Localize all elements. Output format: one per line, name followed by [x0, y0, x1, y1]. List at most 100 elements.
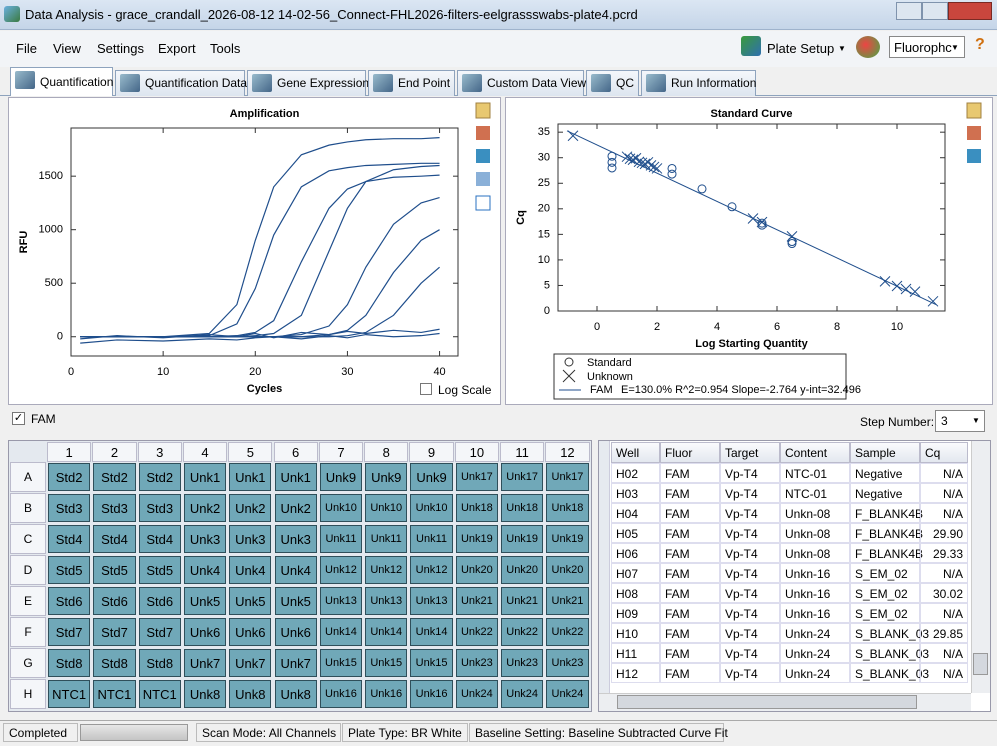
menu-item[interactable]: Export: [158, 41, 196, 56]
well[interactable]: Unk18: [501, 494, 544, 522]
well[interactable]: Unk21: [501, 587, 544, 615]
well[interactable]: Unk20: [455, 556, 498, 584]
well[interactable]: Std7: [48, 618, 91, 646]
well[interactable]: Unk10: [319, 494, 363, 522]
well[interactable]: Std6: [138, 587, 181, 615]
tab[interactable]: Quantification Data: [115, 70, 247, 96]
well[interactable]: Unk1: [183, 463, 227, 491]
well[interactable]: Unk16: [410, 680, 453, 708]
log-scale-checkbox[interactable]: [420, 383, 432, 395]
well[interactable]: Unk6: [229, 618, 272, 646]
well[interactable]: Std5: [138, 556, 181, 584]
well[interactable]: Unk11: [410, 525, 453, 553]
export-icon[interactable]: [967, 149, 981, 163]
well[interactable]: Std4: [93, 525, 136, 553]
tab[interactable]: Quantification: [10, 67, 113, 96]
scroll-thumb[interactable]: [617, 695, 917, 709]
well[interactable]: Unk2: [274, 494, 317, 522]
well[interactable]: Unk18: [455, 494, 498, 522]
well[interactable]: Unk16: [319, 680, 363, 708]
well[interactable]: Unk13: [319, 587, 363, 615]
plate-setup-button[interactable]: Plate Setup: [767, 41, 835, 56]
well[interactable]: Unk14: [319, 618, 363, 646]
well[interactable]: Unk11: [365, 525, 408, 553]
well[interactable]: Unk6: [183, 618, 227, 646]
well[interactable]: Std7: [93, 618, 136, 646]
well[interactable]: Std3: [48, 494, 91, 522]
column-header[interactable]: Cq: [920, 442, 968, 463]
well[interactable]: Unk1: [229, 463, 272, 491]
copy-icon[interactable]: [966, 102, 982, 119]
well[interactable]: Unk17: [546, 463, 589, 491]
well[interactable]: Unk9: [410, 463, 453, 491]
well[interactable]: Std3: [138, 494, 181, 522]
well[interactable]: Unk21: [455, 587, 498, 615]
close-button[interactable]: [948, 2, 992, 20]
well[interactable]: Unk17: [501, 463, 544, 491]
well[interactable]: Std2: [93, 463, 136, 491]
well[interactable]: Unk4: [183, 556, 227, 584]
line-icon[interactable]: [475, 195, 491, 211]
well[interactable]: Unk3: [183, 525, 227, 553]
well[interactable]: Std6: [48, 587, 91, 615]
well[interactable]: Unk7: [183, 649, 227, 677]
well[interactable]: Unk3: [229, 525, 272, 553]
well[interactable]: Unk23: [455, 649, 498, 677]
well[interactable]: Std4: [48, 525, 91, 553]
well[interactable]: Unk23: [501, 649, 544, 677]
well[interactable]: Unk20: [546, 556, 589, 584]
well[interactable]: Unk13: [365, 587, 408, 615]
well[interactable]: Unk22: [455, 618, 498, 646]
zoom-icon[interactable]: [476, 172, 490, 186]
well[interactable]: Unk12: [365, 556, 408, 584]
well[interactable]: Unk15: [365, 649, 408, 677]
step-select[interactable]: 3: [935, 410, 985, 432]
well[interactable]: Std8: [138, 649, 181, 677]
export-icon[interactable]: [476, 149, 490, 163]
well[interactable]: Unk16: [365, 680, 408, 708]
column-header[interactable]: Content: [780, 442, 850, 463]
well[interactable]: Unk8: [229, 680, 272, 708]
well[interactable]: Unk19: [455, 525, 498, 553]
well[interactable]: Unk24: [501, 680, 544, 708]
well[interactable]: Unk17: [455, 463, 498, 491]
well[interactable]: Unk14: [365, 618, 408, 646]
well[interactable]: Unk9: [365, 463, 408, 491]
well[interactable]: Unk5: [229, 587, 272, 615]
well[interactable]: Unk11: [319, 525, 363, 553]
help-icon[interactable]: ?: [975, 36, 985, 53]
well[interactable]: Std4: [138, 525, 181, 553]
column-header[interactable]: Fluor: [660, 442, 720, 463]
chart-icon[interactable]: [476, 126, 490, 140]
copy-icon[interactable]: [475, 102, 491, 119]
well[interactable]: Unk7: [274, 649, 317, 677]
well[interactable]: Unk22: [546, 618, 589, 646]
well[interactable]: Unk5: [183, 587, 227, 615]
column-header[interactable]: Sample: [850, 442, 920, 463]
chart-icon[interactable]: [967, 126, 981, 140]
well[interactable]: Unk8: [183, 680, 227, 708]
tab[interactable]: Gene Expression: [247, 70, 369, 96]
well[interactable]: Unk3: [274, 525, 317, 553]
tab[interactable]: QC: [586, 70, 639, 96]
well[interactable]: Std8: [93, 649, 136, 677]
well[interactable]: Unk21: [546, 587, 589, 615]
well[interactable]: Unk13: [410, 587, 453, 615]
fluorophore-select[interactable]: Fluorophc: [889, 36, 965, 58]
well[interactable]: Unk6: [274, 618, 317, 646]
menu-item[interactable]: Settings: [97, 41, 144, 56]
well[interactable]: Unk10: [410, 494, 453, 522]
well[interactable]: Unk20: [501, 556, 544, 584]
well[interactable]: Std2: [48, 463, 91, 491]
well[interactable]: Unk2: [183, 494, 227, 522]
well[interactable]: Std8: [48, 649, 91, 677]
well[interactable]: Unk2: [229, 494, 272, 522]
well[interactable]: Std3: [93, 494, 136, 522]
well[interactable]: Unk12: [319, 556, 363, 584]
well[interactable]: Unk15: [319, 649, 363, 677]
menu-item[interactable]: Tools: [210, 41, 241, 56]
menu-item[interactable]: View: [53, 41, 81, 56]
well[interactable]: NTC1: [93, 680, 136, 708]
well[interactable]: Unk12: [410, 556, 453, 584]
well[interactable]: Unk4: [229, 556, 272, 584]
